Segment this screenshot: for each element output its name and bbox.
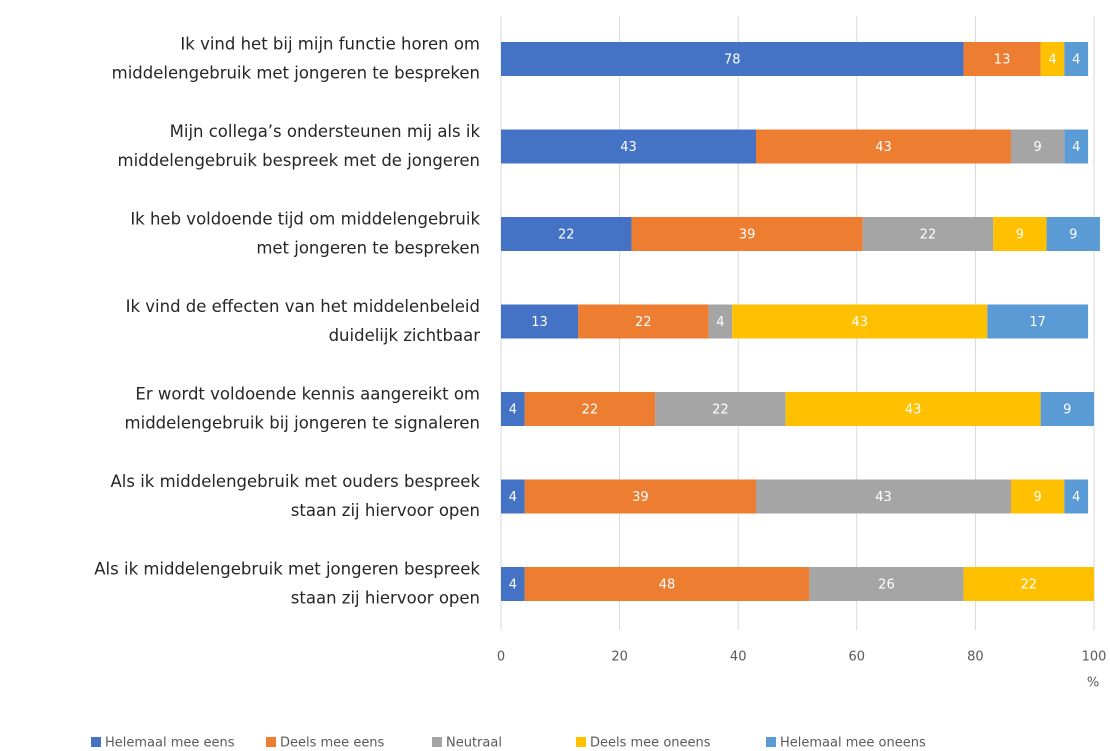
- bar-segment: [755, 479, 1011, 514]
- data-label: 13: [531, 315, 548, 330]
- bar-segment: [501, 567, 525, 601]
- bar-segment: [501, 479, 525, 514]
- legend-label: Helemaal mee eens: [105, 736, 235, 751]
- category-label: met jongeren te bespreken: [256, 239, 480, 258]
- x-axis-label: %: [1087, 676, 1099, 691]
- bar-segment: [862, 217, 994, 251]
- data-label: 9: [1063, 403, 1071, 418]
- data-label: 43: [875, 490, 892, 505]
- data-label: 22: [558, 228, 575, 243]
- legend-swatch: [576, 737, 586, 747]
- category-label: staan zij hiervoor open: [291, 589, 480, 608]
- data-label: 4: [716, 315, 724, 330]
- bar-segment: [524, 479, 756, 514]
- data-label: 39: [739, 228, 756, 243]
- legend-swatch: [91, 737, 101, 747]
- bar-segment: [732, 304, 988, 339]
- data-label: 9: [1034, 490, 1042, 505]
- bar-segment: [1040, 392, 1094, 426]
- category-label: Ik heb voldoende tijd om middelengebruik: [130, 210, 480, 229]
- bar-segment: [963, 567, 1094, 601]
- category-label: Ik vind het bij mijn functie horen om: [180, 35, 480, 54]
- category-label: Ik vind de effecten van het middelenbele…: [126, 297, 480, 316]
- bar-segment: [1064, 42, 1089, 76]
- bar-segment: [501, 217, 632, 251]
- data-label: 22: [712, 403, 729, 418]
- bar-segment: [655, 392, 786, 426]
- x-tick-label: 40: [730, 650, 747, 665]
- data-label: 17: [1029, 315, 1046, 330]
- bar-segment: [501, 304, 579, 339]
- bar-segment: [963, 42, 1041, 76]
- data-label: 43: [851, 315, 868, 330]
- data-label: 22: [582, 403, 599, 418]
- bar-segment: [1046, 217, 1100, 251]
- bar-segment: [524, 567, 810, 601]
- data-label: 4: [1072, 53, 1080, 68]
- legend-label: Neutraal: [446, 736, 502, 751]
- bar-segment: [501, 392, 525, 426]
- x-tick-label: 20: [611, 650, 628, 665]
- data-label: 4: [509, 403, 517, 418]
- x-tick-label: 0: [497, 650, 505, 665]
- bar-segment: [631, 217, 863, 251]
- data-label: 4: [1072, 140, 1080, 155]
- data-label: 26: [878, 578, 895, 593]
- bar-segment: [1064, 479, 1089, 514]
- data-label: 43: [905, 403, 922, 418]
- bar-segment: [993, 217, 1047, 251]
- category-label: Er wordt voldoende kennis aangereikt om: [135, 385, 480, 404]
- data-label: 22: [920, 228, 937, 243]
- data-label: 22: [635, 315, 652, 330]
- category-label: duidelijk zichtbaar: [329, 326, 481, 345]
- data-label: 4: [1048, 53, 1056, 68]
- bar-segment: [501, 42, 964, 76]
- category-label: middelengebruik bij jongeren te signaler…: [125, 414, 480, 433]
- bar-segment: [987, 304, 1089, 339]
- data-label: 43: [875, 140, 892, 155]
- data-label: 48: [659, 578, 676, 593]
- x-tick-label: 80: [967, 650, 984, 665]
- category-label: middelengebruik met jongeren te bespreke…: [112, 64, 480, 83]
- legend-swatch: [766, 737, 776, 747]
- category-label: Mijn collega’s ondersteunen mij als ik: [170, 122, 481, 141]
- category-label: Als ik middelengebruik met ouders bespre…: [111, 472, 481, 491]
- bar-segment: [809, 567, 964, 601]
- data-label: 22: [1020, 578, 1037, 593]
- bar-segment: [1040, 42, 1065, 76]
- bar-segment: [1010, 479, 1065, 514]
- data-label: 9: [1016, 228, 1024, 243]
- category-label: staan zij hiervoor open: [291, 501, 480, 520]
- bar-segment: [755, 129, 1011, 164]
- data-label: 78: [724, 53, 741, 68]
- legend-swatch: [266, 737, 276, 747]
- legend-label: Helemaal mee oneens: [780, 736, 926, 751]
- category-label: Als ik middelengebruik met jongeren besp…: [94, 560, 480, 579]
- x-tick-label: 100: [1082, 650, 1107, 665]
- bar-segment: [708, 304, 733, 339]
- legend-label: Deels mee oneens: [590, 736, 711, 751]
- data-label: 4: [509, 578, 517, 593]
- legend-label: Deels mee eens: [280, 736, 385, 751]
- data-label: 13: [994, 53, 1011, 68]
- data-label: 39: [632, 490, 649, 505]
- bar-segment: [524, 392, 656, 426]
- data-label: 9: [1034, 140, 1042, 155]
- legend-swatch: [432, 737, 442, 747]
- data-label: 4: [1072, 490, 1080, 505]
- x-tick-label: 60: [849, 650, 866, 665]
- data-label: 4: [509, 490, 517, 505]
- data-label: 43: [620, 140, 637, 155]
- bar-segment: [501, 129, 756, 164]
- bar-segment: [578, 304, 709, 339]
- bar-segment: [1010, 129, 1065, 164]
- bar-segment: [785, 392, 1041, 426]
- bar-segment: [1064, 129, 1089, 164]
- data-label: 9: [1069, 228, 1077, 243]
- category-label: middelengebruik bespreek met de jongeren: [118, 151, 481, 170]
